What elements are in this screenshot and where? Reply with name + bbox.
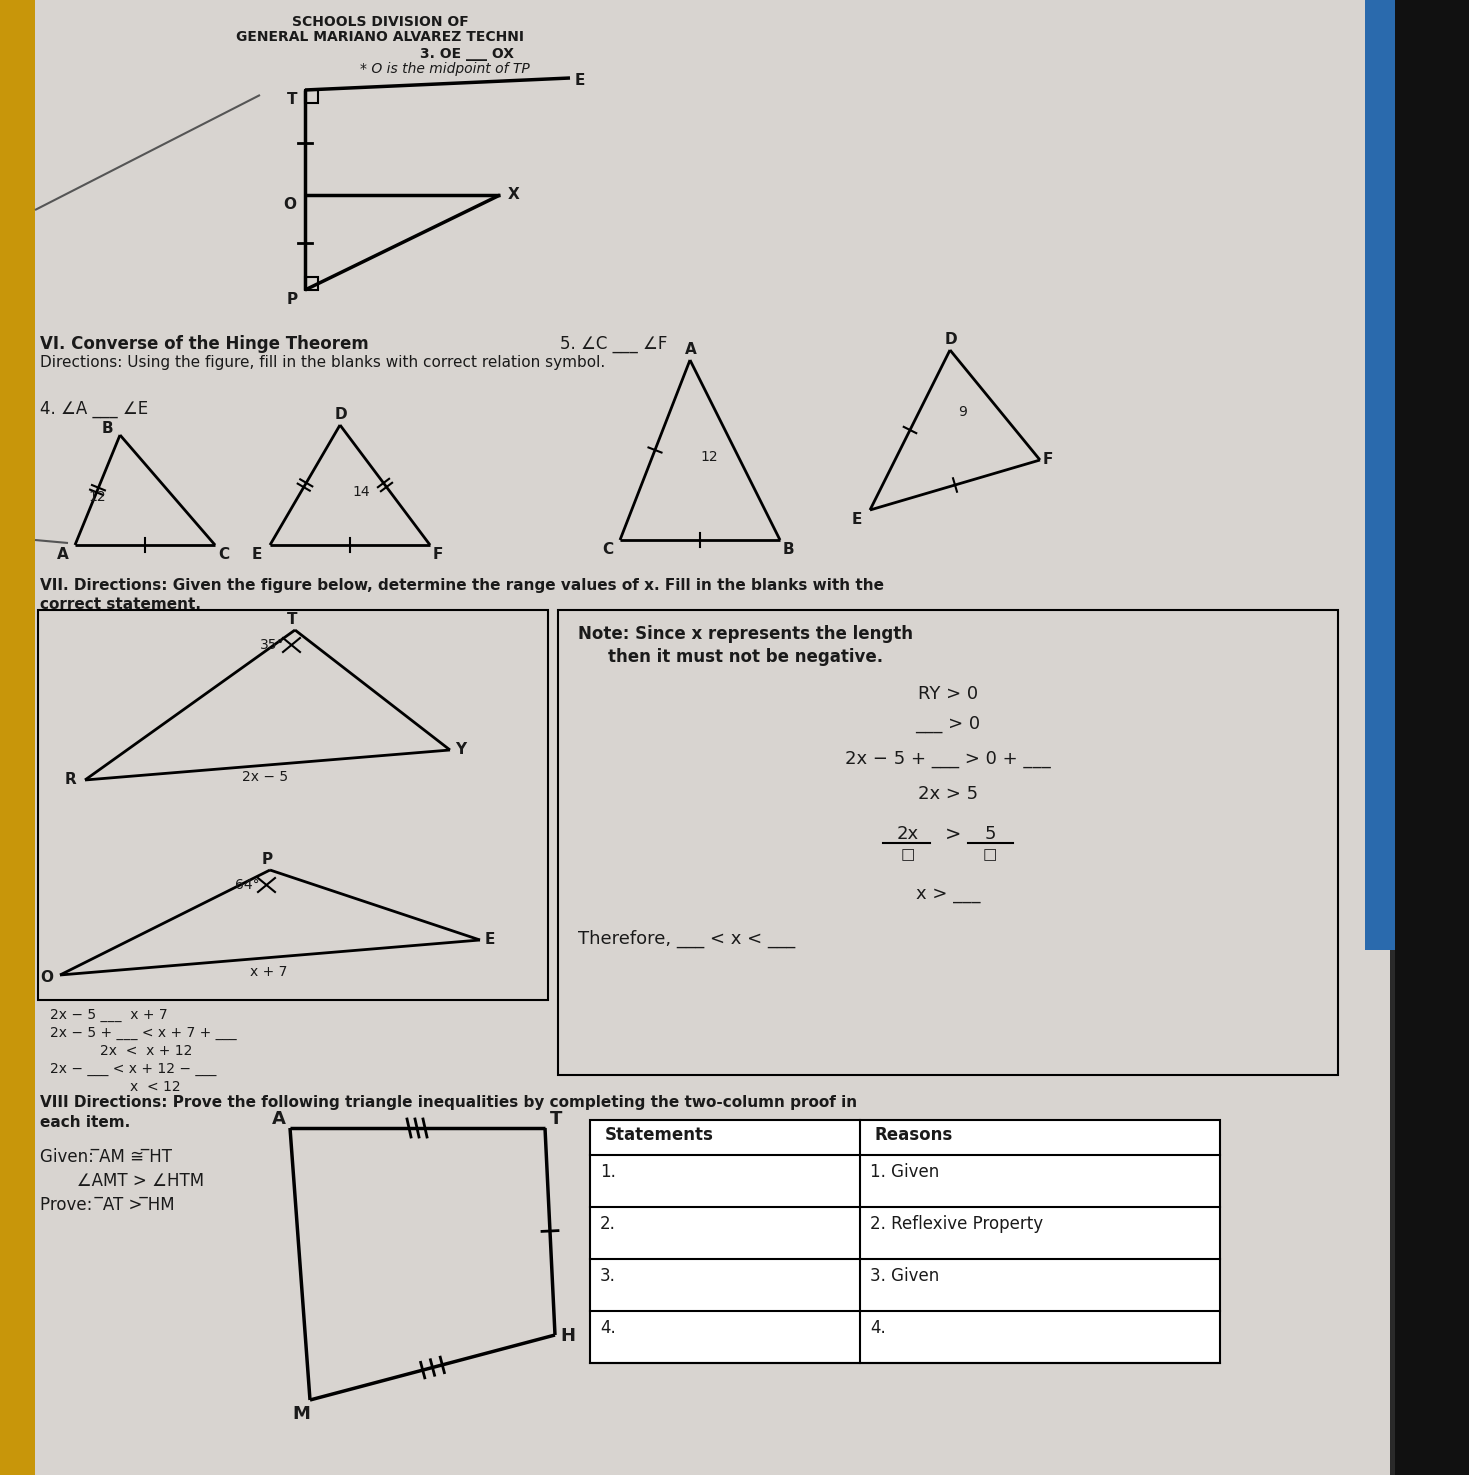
Text: E: E [253,547,263,562]
Text: H: H [560,1328,574,1345]
Text: VII. Directions: Given the figure below, determine the range values of x. Fill i: VII. Directions: Given the figure below,… [40,578,884,593]
Text: P: P [261,853,273,867]
Text: T: T [549,1111,563,1128]
Text: VIII Directions: Prove the following triangle inequalities by completing the two: VIII Directions: Prove the following tri… [40,1094,856,1111]
Text: VI. Converse of the Hinge Theorem: VI. Converse of the Hinge Theorem [40,335,369,353]
Text: 14: 14 [353,485,370,499]
Text: >: > [945,825,961,844]
Text: 3. Given: 3. Given [870,1267,939,1285]
Text: O: O [284,198,295,212]
Text: 2. Reflexive Property: 2. Reflexive Property [870,1215,1043,1233]
Text: x  < 12: x < 12 [129,1080,181,1094]
Text: 2x − 5 ___  x + 7: 2x − 5 ___ x + 7 [50,1007,167,1022]
Text: F: F [433,547,444,562]
Text: 9: 9 [958,406,967,419]
Text: 2x > 5: 2x > 5 [918,785,978,802]
Text: RY > 0: RY > 0 [918,684,978,704]
Text: 2x − 5 + ___ < x + 7 + ___: 2x − 5 + ___ < x + 7 + ___ [50,1027,237,1040]
Text: 12: 12 [701,450,718,465]
Text: T: T [286,612,298,627]
Text: E: E [485,932,495,947]
Text: P: P [286,292,298,307]
Bar [1396,0,1469,1475]
Text: 5: 5 [984,825,996,844]
Bar [1365,0,1425,950]
Text: x + 7: x + 7 [250,965,288,979]
Text: GENERAL MARIANO ALVAREZ TECHNI: GENERAL MARIANO ALVAREZ TECHNI [237,30,524,44]
Text: B: B [101,420,113,437]
Text: ∠AMT > ∠HTM: ∠AMT > ∠HTM [40,1173,204,1190]
Bar [591,1120,1219,1363]
Text: Given: ̅AM ≅ ̅HT: Given: ̅AM ≅ ̅HT [40,1148,172,1167]
Text: R: R [65,771,76,788]
Text: 64°: 64° [235,878,260,892]
Text: Directions: Using the figure, fill in the blanks with correct relation symbol.: Directions: Using the figure, fill in th… [40,355,605,370]
Text: 2x − ___ < x + 12 − ___: 2x − ___ < x + 12 − ___ [50,1062,216,1075]
Text: 4. ∠A ___ ∠E: 4. ∠A ___ ∠E [40,400,148,417]
Text: SCHOOLS DIVISION OF: SCHOOLS DIVISION OF [292,15,469,30]
Text: O: O [40,971,53,985]
Text: 2x − 5 + ___ > 0 + ___: 2x − 5 + ___ > 0 + ___ [845,749,1050,768]
Text: x > ___: x > ___ [915,885,980,903]
Text: C: C [217,547,229,562]
Text: 2x − 5: 2x − 5 [242,770,288,785]
Text: M: M [292,1406,310,1423]
Text: Note: Since x represents the length: Note: Since x represents the length [577,625,914,643]
Text: T: T [286,91,298,108]
Text: then it must not be negative.: then it must not be negative. [608,648,883,667]
Text: 5. ∠C ___ ∠F: 5. ∠C ___ ∠F [560,335,667,353]
Text: C: C [602,541,613,558]
Text: D: D [335,407,348,422]
Text: ___ > 0: ___ > 0 [915,715,981,733]
Text: Therefore, ___ < x < ___: Therefore, ___ < x < ___ [577,931,795,948]
Text: 3. OE ___ OX: 3. OE ___ OX [420,47,514,60]
Text: 4.: 4. [599,1319,616,1336]
Text: * O is the midpoint of TP: * O is the midpoint of TP [360,62,530,77]
Text: each item.: each item. [40,1115,131,1130]
Text: A: A [272,1111,286,1128]
Text: 3.: 3. [599,1267,616,1285]
Text: □: □ [900,847,915,861]
Text: 12: 12 [88,490,106,504]
Text: 1. Given: 1. Given [870,1162,939,1181]
Text: F: F [1043,451,1053,468]
Text: 4.: 4. [870,1319,886,1336]
Bar [306,277,317,291]
Text: correct statement.: correct statement. [40,597,201,612]
Bar [0,0,35,1475]
Text: A: A [57,547,69,562]
Text: E: E [852,512,862,527]
Text: A: A [685,342,696,357]
Text: Prove:  ̅AT > ̅HM: Prove: ̅AT > ̅HM [40,1196,175,1214]
Text: 35°: 35° [260,639,285,652]
Bar [306,90,317,103]
Bar [558,611,1338,1075]
Text: B: B [783,541,795,558]
Text: E: E [574,72,585,88]
Text: 1.: 1. [599,1162,616,1181]
Text: Y: Y [455,742,466,757]
Text: Statements: Statements [605,1125,714,1145]
Text: Reasons: Reasons [876,1125,953,1145]
Text: 2.: 2. [599,1215,616,1233]
Text: 2x  <  x + 12: 2x < x + 12 [100,1044,192,1058]
Text: 2x: 2x [898,825,920,844]
Text: X: X [508,187,520,202]
Bar [38,611,548,1000]
Text: D: D [945,332,958,347]
Text: □: □ [983,847,997,861]
